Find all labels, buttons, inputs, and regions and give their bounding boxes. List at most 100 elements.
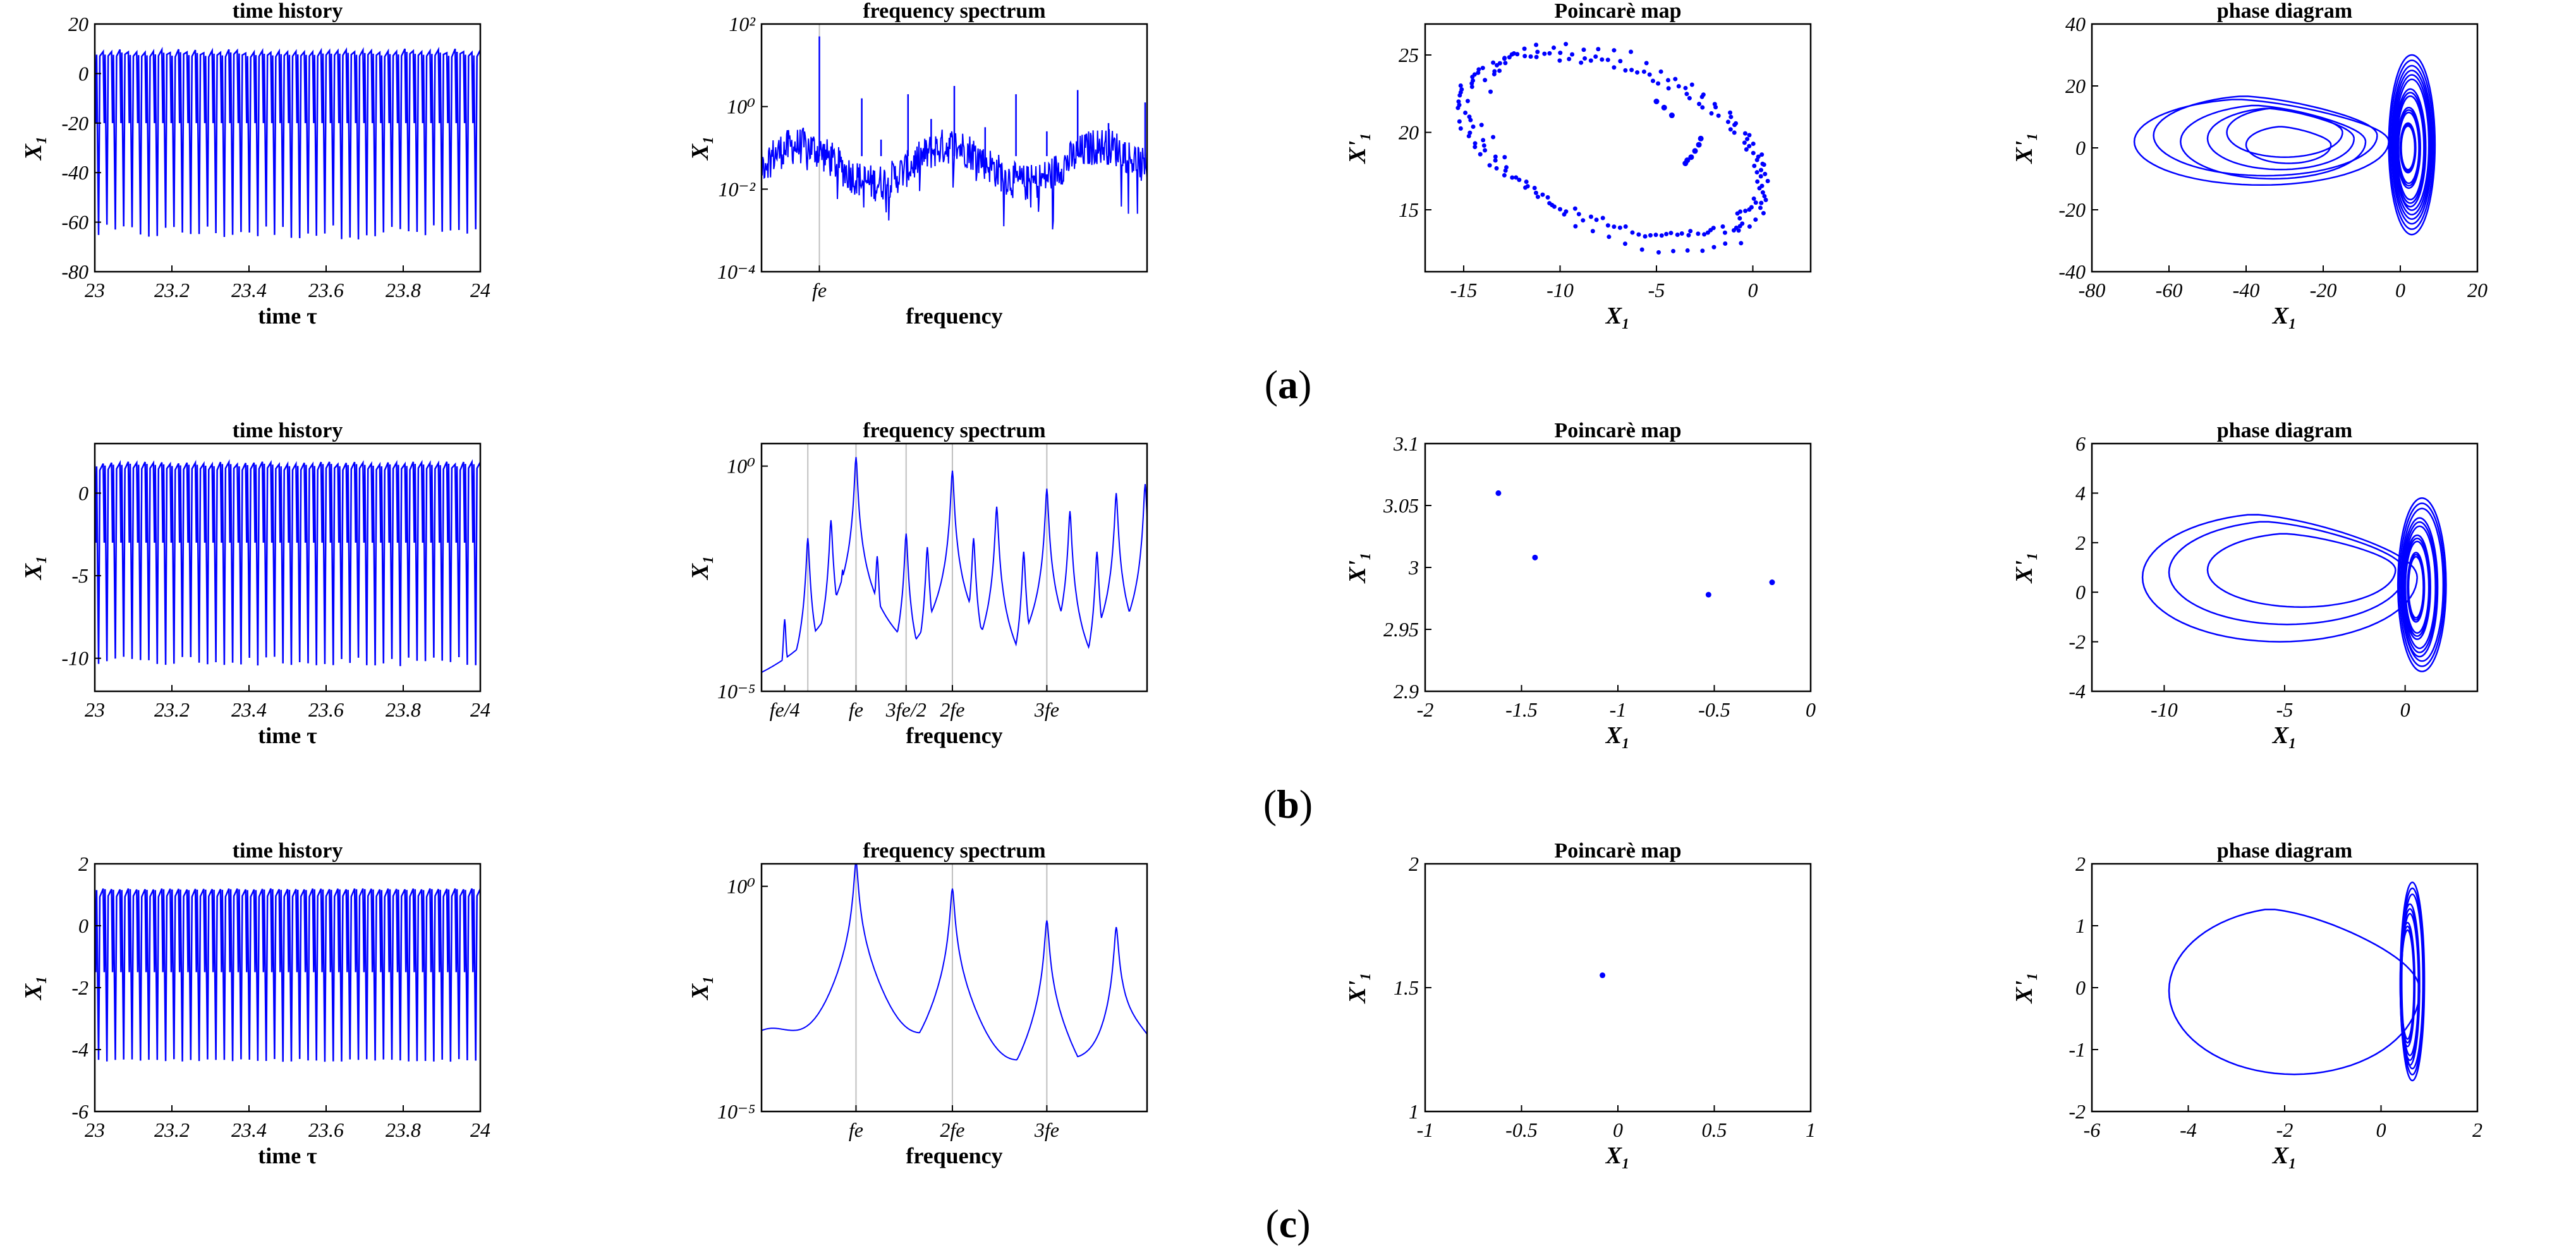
x-tick-label: 24: [470, 698, 490, 721]
poincare-point: [1478, 152, 1483, 157]
x-tick-label: 0: [2376, 1118, 2386, 1141]
poincare-point: [1688, 229, 1693, 234]
poincare-point: [1689, 82, 1694, 87]
x-tick-label: 24: [470, 279, 490, 301]
poincare-point: [1612, 224, 1617, 229]
poincare-point: [1641, 69, 1646, 74]
spectrum-line: [762, 457, 1147, 673]
poincare-point: [1476, 70, 1481, 75]
poincare-point: [1709, 111, 1714, 116]
x-tick-label: -10: [1546, 279, 1574, 301]
plot-data: [95, 459, 480, 667]
poincare-point: [1699, 94, 1704, 99]
y-tick-label: 1: [1409, 1100, 1419, 1123]
poincare-point: [1594, 217, 1599, 222]
poincare-point: [1612, 48, 1617, 53]
axes-box: [1424, 442, 1812, 693]
x-axis-label: time τ: [258, 723, 317, 748]
caption-close: ): [1299, 782, 1313, 827]
poincare-point: [1647, 72, 1652, 77]
caption-letter: a: [1278, 362, 1298, 407]
poincare-point: [1481, 138, 1486, 143]
caption-close: ): [1297, 1201, 1310, 1246]
poincare-point: [1495, 490, 1502, 496]
poincare-point: [1564, 42, 1569, 47]
poincare-point: [1629, 68, 1634, 73]
x-tick-label: -1: [1610, 698, 1627, 721]
poincare-point: [1653, 99, 1660, 104]
y-tick-label: 40: [2065, 13, 2086, 35]
poincare-point: [1636, 232, 1641, 237]
poincare-point: [1656, 81, 1661, 86]
poincare-point: [1687, 95, 1692, 100]
y-tick-label: -2: [71, 976, 88, 999]
poincare-point: [1664, 231, 1669, 236]
y-tick-label: -10: [61, 647, 88, 670]
y-tick-label: 2: [2075, 852, 2086, 875]
y-tick-label: 10⁻²: [719, 178, 756, 200]
phase-loop-right: [2393, 74, 2431, 215]
x-tick-label: -2: [1417, 698, 1434, 721]
poincare-point: [1617, 225, 1622, 230]
poincare-point: [1463, 111, 1468, 116]
plot-data: [1455, 42, 1770, 255]
x-tick-label: -5: [1648, 279, 1665, 301]
y-tick-label: 25: [1399, 44, 1419, 66]
poincare-point: [1503, 61, 1508, 66]
y-tick-label: 2: [1409, 852, 1419, 875]
panel-title: frequency spectrum: [863, 0, 1045, 23]
poincare-point: [1572, 206, 1577, 211]
x-axis-label: X₁: [1605, 303, 1631, 329]
caption-open: (: [1263, 782, 1277, 827]
caption-close: ): [1298, 362, 1311, 407]
poincare-point: [1623, 68, 1628, 73]
poincare-point: [1457, 119, 1462, 124]
x-tick-label: 2fe: [940, 1118, 964, 1141]
phase-loop-right: [2403, 534, 2431, 640]
poincare-point: [1752, 164, 1757, 169]
y-tick-label: 20: [68, 13, 88, 35]
phase-loop-right: [2400, 517, 2439, 658]
poincare-point: [1458, 83, 1463, 88]
panel-c-1: time history 2 0 -2 -4 -623 23.2 23.4 23.6 23.8 24…: [20, 839, 490, 1168]
poincare-point: [1458, 126, 1463, 131]
y-tick-label: 10⁻⁴: [717, 260, 755, 283]
x-axis-label: X₁: [2272, 1142, 2297, 1169]
poincare-point: [1583, 56, 1588, 61]
poincare-point: [1494, 63, 1499, 68]
poincare-point: [1502, 173, 1507, 178]
poincare-point: [1479, 123, 1484, 128]
time-series-line: [95, 46, 480, 239]
x-tick-label: -1.5: [1505, 698, 1538, 721]
x-tick-label: -6: [2084, 1118, 2101, 1141]
poincare-point: [1685, 248, 1690, 253]
x-tick-label: 23.8: [386, 698, 421, 721]
x-tick-label: 23.8: [386, 1118, 421, 1141]
x-tick-label: 0: [2395, 279, 2405, 301]
y-tick-label: 1.5: [1394, 976, 1419, 999]
y-tick-label: -2: [2069, 631, 2086, 653]
phase-loop-right: [2390, 64, 2433, 225]
poincare-point: [1473, 145, 1478, 150]
y-tick-label: 3.05: [1383, 494, 1419, 517]
poincare-point: [1653, 233, 1658, 238]
y-tick-label: 10²: [729, 13, 756, 35]
x-tick-label: 24: [470, 1118, 490, 1141]
x-tick-label: -2: [2276, 1118, 2293, 1141]
poincare-point: [1552, 45, 1557, 51]
x-tick-label: -0.5: [1698, 698, 1730, 721]
poincare-point: [1697, 101, 1702, 106]
poincare-point: [1745, 136, 1750, 142]
phase-loop-left: [2168, 521, 2406, 626]
x-tick-label: 23: [85, 1118, 105, 1141]
x-axis-label: frequency: [906, 1143, 1002, 1168]
panel-title: Poincarè map: [1554, 419, 1681, 442]
plot-data: [762, 864, 1147, 1112]
x-tick-label: -15: [1450, 279, 1478, 301]
panel-title: frequency spectrum: [863, 839, 1045, 863]
poincare-point: [1747, 224, 1752, 229]
poincare-point: [1676, 83, 1681, 88]
phase-loop-right: [2398, 502, 2446, 667]
poincare-point: [1488, 89, 1493, 94]
x-axis-label: X₁: [1605, 1142, 1631, 1169]
